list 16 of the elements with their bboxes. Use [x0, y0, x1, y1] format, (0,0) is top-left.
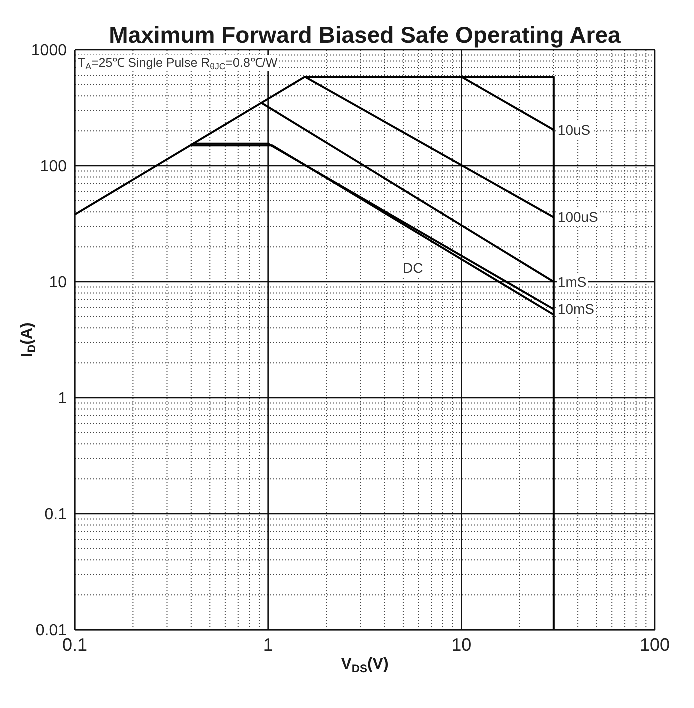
- annotation: T$_{A}$=25℃ Single Pulse R$_{θJC}$=0.8℃/W: [78, 55, 278, 72]
- x-tick-label: 1: [263, 634, 274, 655]
- series-label: 10uS: [556, 122, 592, 138]
- y-tick-label: 0.1: [44, 506, 68, 524]
- x-tick-label: 10: [452, 634, 472, 655]
- y-tick-label: 1000: [31, 42, 68, 60]
- x-tick-label: 100: [640, 634, 670, 655]
- series-label: 100uS: [556, 209, 600, 226]
- x-axis-title: V$_{DS}$(V): [340, 656, 390, 676]
- series-label: 1mS: [556, 274, 588, 290]
- y-tick-label: 100: [40, 158, 68, 176]
- chart-title: Maximum Forward Biased Safe Operating Area: [109, 22, 621, 48]
- y-tick-label: 1: [58, 390, 68, 408]
- series-label: 10mS: [556, 301, 596, 318]
- y-tick-label: 10: [49, 274, 68, 292]
- series-label: DC: [402, 260, 424, 276]
